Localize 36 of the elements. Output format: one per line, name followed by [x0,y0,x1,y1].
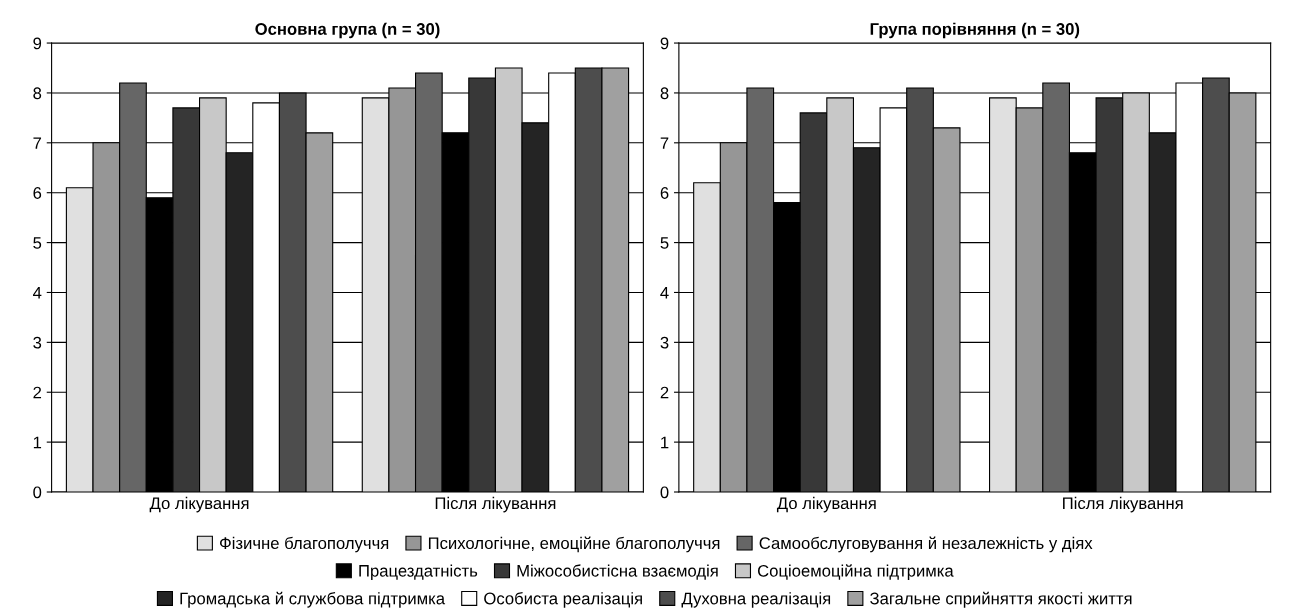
y-tick-label: 6 [660,187,669,199]
legend-label: Особиста реалізація [484,592,642,608]
y-tick-label: 1 [33,436,42,449]
legend-label: Громадська й службова підтримка [180,591,446,608]
y-tick-label: 8 [33,87,42,100]
legend-label: Психологічне, емоційне благополуччя [428,536,720,553]
y-tick-label: 6 [33,187,42,199]
legend-label: Соціоемоційна підтримка [757,564,954,581]
x-tick-label: Після лікування [435,496,556,513]
legend-label: Працездатність [359,564,478,581]
y-tick-label: 3 [660,336,669,349]
y-tick-label: 2 [33,386,42,399]
y-tick-label: 3 [33,336,42,349]
y-tick-label: 8 [660,87,669,100]
y-tick-label: 7 [660,137,669,149]
chart-title: Основна група (n = 30) [255,22,440,39]
y-tick-label: 9 [660,37,669,50]
chart-title: Група порівняння (n = 30) [870,22,1080,39]
legend-label: Міжособистісна взаємодія [517,564,718,580]
y-tick-label: 4 [32,287,42,299]
y-tick-label: 4 [660,287,669,299]
y-tick-label: 5 [33,237,42,249]
legend-label: Загальне сприйняття якості життя [870,591,1132,608]
y-tick-label: 9 [33,37,42,50]
x-tick-label: Після лікування [1063,496,1183,513]
legend-label: Духовна реалізація [681,592,831,608]
y-tick-label: 0 [660,486,669,499]
x-tick-label: До лікування [776,496,876,513]
y-tick-label: 5 [660,237,669,249]
legend-label: Самообслуговування й незалежність у діях [759,536,1093,553]
y-tick-label: 2 [660,386,669,399]
x-tick-label: До лікування [149,496,249,513]
y-tick-label: 0 [33,486,42,499]
legend-label: Фізичне благополуччя [220,536,389,553]
y-tick-label: 7 [33,137,42,149]
y-tick-label: 1 [661,436,669,449]
